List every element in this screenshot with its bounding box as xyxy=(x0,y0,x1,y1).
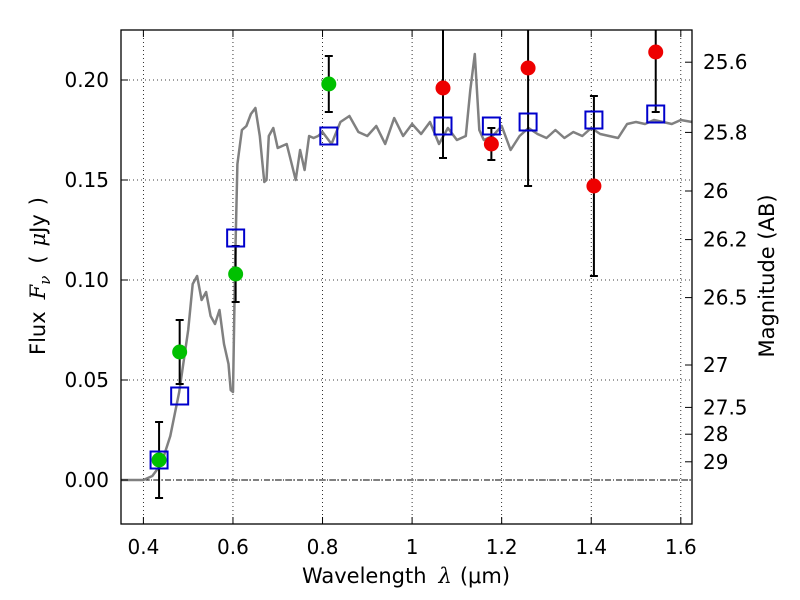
y-tick-label: 0.20 xyxy=(64,68,109,92)
x-tick-label: 1 xyxy=(406,535,419,559)
x-tick-label: 0.6 xyxy=(217,535,249,559)
x-tick-label: 0.8 xyxy=(307,535,339,559)
model-photometry-square xyxy=(226,228,246,248)
photometry-point xyxy=(483,136,499,152)
model-photometry-square xyxy=(433,116,453,136)
mag-tick-label: 25.8 xyxy=(703,120,748,144)
y-axis-label-subscript: ν xyxy=(36,276,54,285)
y-tick-label: 0.00 xyxy=(64,468,109,492)
y-tick-labels: 0.00 0.05 0.10 0.15 0.20 xyxy=(64,68,109,492)
photometry-point xyxy=(520,60,536,76)
photometry-point xyxy=(435,80,451,96)
x-axis-label-symbol: λ xyxy=(438,564,452,588)
x-tick-label: 1.4 xyxy=(575,535,607,559)
y-axis-label-open-paren: ( xyxy=(26,255,50,263)
mag-tick-label: 27.5 xyxy=(703,395,748,419)
y2-axis-label: Magnitude (AB) xyxy=(755,194,779,357)
y-axis-label: Flux Fν ( μJy) xyxy=(26,197,54,355)
model-photometry-square xyxy=(149,450,169,470)
y-axis-label-close-paren: ) xyxy=(26,197,50,205)
mag-tick-label: 26.5 xyxy=(703,286,748,310)
model-photometry-square xyxy=(481,116,501,136)
model-photometry-square xyxy=(646,104,666,124)
x-axis-label: Wavelength λ (μm) xyxy=(302,564,510,588)
plot-frame xyxy=(120,29,693,525)
x-axis-label-text: Wavelength xyxy=(302,564,427,588)
x-tick-label: 1.6 xyxy=(665,535,697,559)
y-axis-label-symbol: F xyxy=(26,283,50,300)
photometry-point xyxy=(172,344,188,360)
mag-tick-label: 27 xyxy=(703,353,728,377)
data-points xyxy=(149,44,666,470)
model-photometry-square xyxy=(584,110,604,130)
photometry-point xyxy=(648,44,664,60)
photometry-point xyxy=(586,178,602,194)
photometry-point xyxy=(228,266,244,282)
mag-tick-label: 25.6 xyxy=(703,50,748,74)
mag-tick-label: 26 xyxy=(703,179,728,203)
y-tick-label: 0.15 xyxy=(64,168,109,192)
model-photometry-square xyxy=(170,386,190,406)
magnitude-tick-labels: 25.6 25.8 26 26.2 26.5 27 27.5 28 29 xyxy=(703,50,748,474)
x-tick-label: 0.4 xyxy=(127,535,159,559)
mag-tick-label: 26.2 xyxy=(703,228,748,252)
y-axis-label-unit: Jy xyxy=(26,214,50,235)
x-tick-label: 1.2 xyxy=(486,535,518,559)
x-tick-labels: 0.4 0.6 0.8 1 1.2 1.4 1.6 xyxy=(127,535,696,559)
mag-tick-label: 29 xyxy=(703,450,728,474)
model-photometry-square xyxy=(319,126,339,146)
photometry-point xyxy=(151,452,167,468)
y-tick-label: 0.10 xyxy=(64,268,109,292)
model-photometry-square xyxy=(518,112,538,132)
model-spectrum-line xyxy=(121,52,693,482)
mag-tick-label: 28 xyxy=(703,422,728,446)
y-tick-label: 0.05 xyxy=(64,368,109,392)
y-axis-label-text: Flux xyxy=(26,311,50,355)
axis-ticks xyxy=(121,30,692,524)
photometry-point xyxy=(321,76,337,92)
x-axis-label-unit: (μm) xyxy=(460,564,510,588)
y-axis-label-mu: μ xyxy=(26,233,50,247)
